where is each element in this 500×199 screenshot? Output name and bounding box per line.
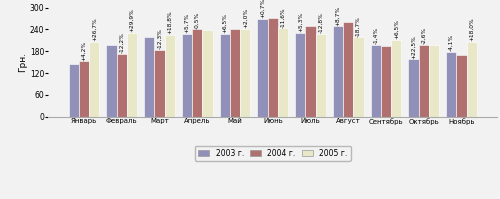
Bar [306, 26, 316, 117]
Text: -12,8%: -12,8% [318, 12, 323, 33]
Text: -12,3%: -12,3% [157, 28, 162, 49]
Bar [466, 42, 477, 117]
Text: +22,5%: +22,5% [411, 35, 416, 59]
Bar [220, 34, 230, 117]
Text: +2,0%: +2,0% [242, 8, 248, 28]
Bar [370, 45, 381, 117]
Text: -12,2%: -12,2% [120, 32, 124, 53]
Bar [79, 61, 89, 117]
Text: +5,3%: +5,3% [298, 12, 303, 32]
Bar [192, 29, 202, 117]
Bar [116, 54, 127, 117]
Text: -4,1%: -4,1% [449, 34, 454, 51]
Bar [89, 42, 100, 117]
Text: -2,6%: -2,6% [422, 27, 426, 44]
Bar [418, 45, 429, 117]
Bar [446, 52, 456, 117]
Text: +4,2%: +4,2% [82, 41, 86, 61]
Text: +18,8%: +18,8% [167, 10, 172, 34]
Bar [258, 19, 268, 117]
Text: +8,7%: +8,7% [336, 6, 340, 26]
Bar [456, 55, 466, 117]
Text: +5,7%: +5,7% [184, 13, 190, 33]
Bar [333, 26, 343, 117]
Bar [391, 40, 402, 117]
Bar [316, 34, 326, 117]
Bar [408, 59, 418, 117]
Text: -0,5%: -0,5% [195, 11, 200, 29]
Bar [343, 22, 353, 117]
Bar [182, 34, 192, 117]
Text: +6,5%: +6,5% [394, 19, 398, 39]
Bar [69, 64, 79, 117]
Text: -1,4%: -1,4% [374, 27, 378, 44]
Bar [429, 45, 439, 117]
Bar [230, 29, 240, 117]
Text: +18,0%: +18,0% [469, 18, 474, 41]
Bar [106, 45, 117, 117]
Text: +29,9%: +29,9% [130, 8, 134, 32]
Bar [268, 19, 278, 117]
Text: +26,7%: +26,7% [92, 18, 96, 41]
Text: +0,7%: +0,7% [260, 0, 265, 19]
Bar [154, 50, 164, 117]
Bar [144, 37, 154, 117]
Bar [381, 46, 391, 117]
Bar [278, 28, 288, 117]
Bar [164, 35, 175, 117]
Legend: 2003 г., 2004 г., 2005 г.: 2003 г., 2004 г., 2005 г. [195, 146, 350, 161]
Bar [202, 30, 212, 117]
Text: +6,5%: +6,5% [222, 13, 228, 33]
Bar [295, 33, 306, 117]
Y-axis label: Грн.: Грн. [18, 52, 27, 72]
Bar [240, 29, 250, 117]
Text: -11,6%: -11,6% [280, 7, 285, 28]
Bar [127, 33, 137, 117]
Bar [354, 37, 364, 117]
Text: -18,7%: -18,7% [356, 16, 361, 37]
